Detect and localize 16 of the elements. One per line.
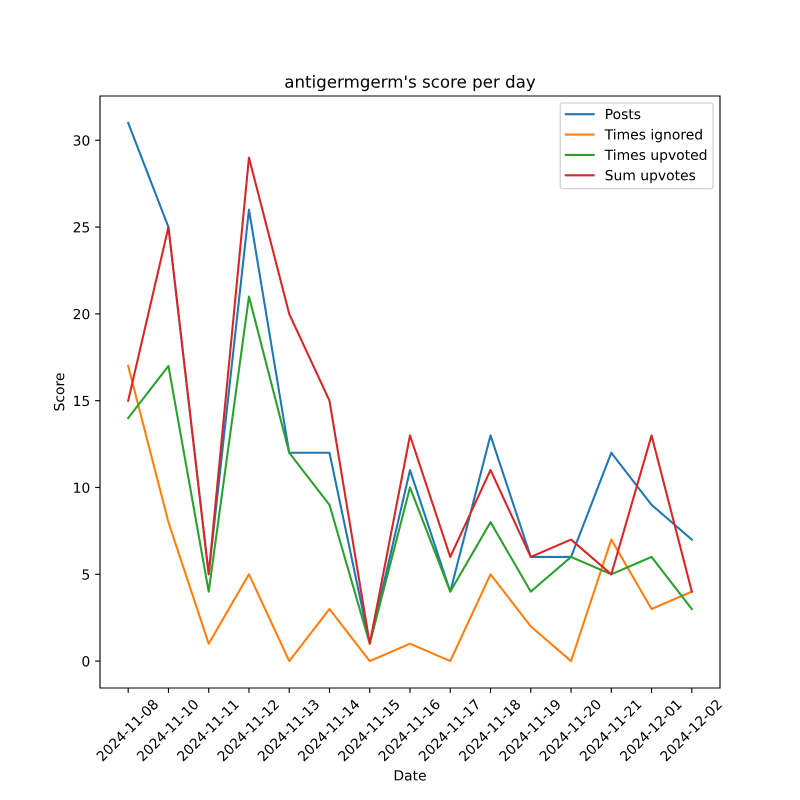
- y-tick-label: 10: [74, 482, 90, 493]
- legend-label: Times upvoted: [604, 149, 706, 163]
- y-tick-label: 0: [82, 656, 90, 667]
- x-axis-title: Date: [394, 770, 426, 781]
- y-tick-label: 15: [74, 396, 90, 406]
- y-tick-label: 20: [74, 308, 90, 320]
- y-tick-label: 5: [82, 569, 90, 580]
- legend-label: Times ignored: [604, 128, 702, 142]
- legend-label: Sum upvotes: [606, 170, 696, 184]
- y-tick-label: 30: [74, 135, 90, 146]
- line-series: [127, 295, 693, 645]
- legend-label: Posts: [606, 108, 640, 120]
- y-axis-title: Score: [54, 373, 64, 411]
- y-tick-label: 25: [74, 222, 90, 233]
- chart-title: antigermgerm's score per day: [285, 75, 536, 92]
- line-series: [127, 364, 693, 662]
